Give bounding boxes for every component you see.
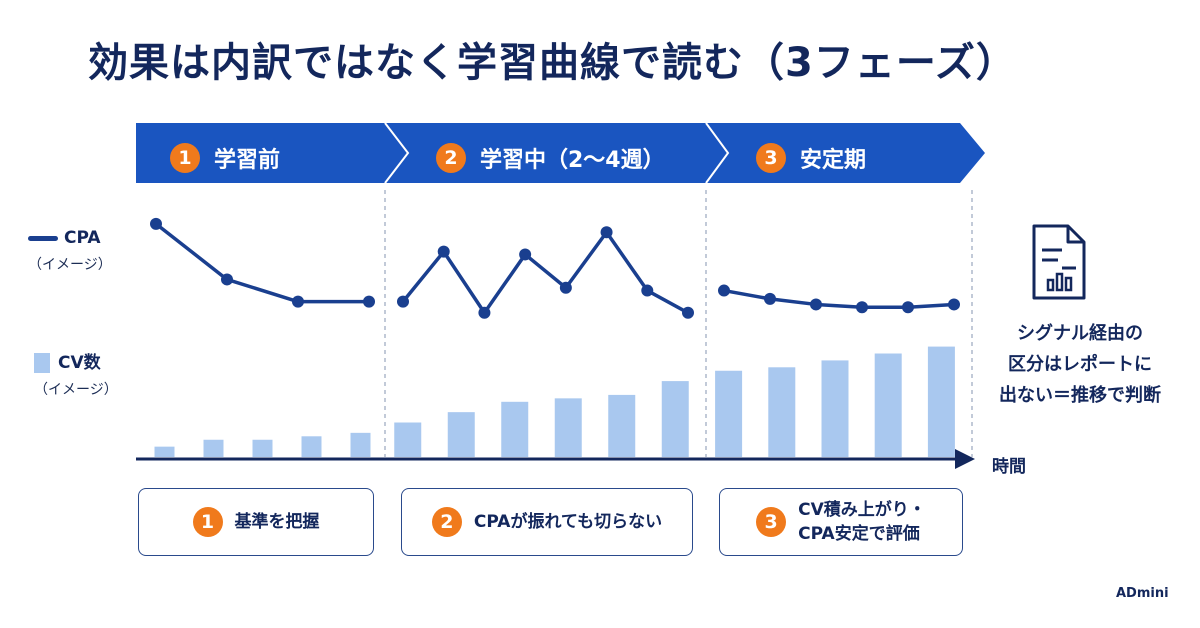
cv-bar: [821, 360, 849, 457]
phase-2-label: 学習中（2〜4週）: [480, 148, 665, 173]
cv-bar: [715, 370, 743, 457]
cv-bar: [203, 439, 224, 457]
x-axis-arrowhead: [955, 449, 975, 469]
legend-cpa-sub: （イメージ）: [28, 257, 112, 273]
phase-3-label: 安定期: [800, 148, 867, 173]
cv-bar: [874, 353, 902, 457]
legend-cpa: CPA （イメージ）: [28, 228, 112, 274]
cpa-points: [150, 217, 960, 319]
card-2-text: CPAが振れても切らない: [473, 512, 663, 532]
cv-bar: [661, 381, 689, 457]
cpa-point: [718, 284, 730, 297]
phase-divider-1: [384, 122, 410, 184]
cpa-point: [641, 284, 654, 297]
cpa-point: [902, 301, 914, 314]
phase-1-number-badge: 1: [170, 143, 200, 173]
note-line: シグナル経由の: [1017, 323, 1143, 344]
cv-bar: [252, 439, 273, 457]
phase-2-card: 2 CPAが振れても切らない: [401, 488, 693, 556]
legend-cv: CV数 （イメージ）: [34, 348, 118, 399]
cpa-point: [600, 226, 613, 239]
card-2-number-badge: 2: [431, 507, 462, 537]
cv-bar: [501, 401, 529, 457]
cpa-lines: [154, 222, 955, 315]
cpa-point: [856, 301, 868, 314]
cv-bar: [154, 446, 175, 457]
phase-arrow-2: [385, 123, 728, 183]
cpa-point: [682, 306, 694, 319]
cpa-point: [478, 306, 491, 319]
legend-cv-sub: （イメージ）: [34, 382, 118, 398]
phase-3-header: 3 安定期: [756, 138, 866, 178]
cpa-point: [764, 292, 776, 305]
cpa-point: [363, 295, 375, 308]
card-3-text-line-1: CV積み上がり・: [798, 500, 926, 520]
cv-bar: [608, 394, 636, 457]
cv-bar: [394, 422, 422, 457]
cv-bars: [154, 346, 955, 457]
cpa-point: [559, 281, 572, 294]
cv-bar: [927, 346, 955, 457]
cv-bar: [447, 412, 475, 457]
cv-bar: [350, 432, 371, 457]
cpa-point: [397, 295, 409, 308]
phase-1-label: 学習前: [214, 148, 281, 173]
cpa-point: [948, 298, 960, 311]
note-line: 出ない＝推移で判断: [999, 385, 1161, 406]
cpa-point: [292, 295, 304, 308]
legend-cpa-label: CPA: [64, 228, 101, 248]
phase-arrow-1: [136, 123, 408, 183]
phase-divider-2: [705, 122, 730, 184]
cpa-point: [150, 217, 162, 230]
x-axis-label: 時間: [992, 457, 1026, 477]
card-1-number-badge: 1: [192, 507, 223, 537]
phase-2-header: 2 学習中（2〜4週）: [436, 138, 665, 178]
cv-bar: [301, 436, 322, 457]
cpa-line-phase-2: [401, 230, 689, 315]
signal-note: シグナル経由の 区分はレポートに 出ない＝推移で判断: [970, 318, 1190, 411]
card-3-text-line-2: CPA安定で評価: [798, 524, 920, 544]
card-1-text: 基準を把握: [234, 512, 320, 532]
page-title: 効果は内訳ではなく学習曲線で読む（3フェーズ）: [88, 40, 1017, 86]
cpa-point: [519, 248, 532, 261]
legend-cv-bar-icon: [34, 353, 50, 373]
cpa-point: [810, 298, 822, 311]
phase-3-card: 3 CV積み上がり・ CPA安定で評価: [719, 488, 963, 556]
cv-bar: [768, 367, 796, 457]
report-document-icon: [1032, 224, 1086, 300]
legend-cpa-line-icon: [28, 235, 58, 241]
cpa-line-phase-3: [723, 288, 955, 309]
phase-1-header: 1 学習前: [170, 138, 280, 178]
card-3-number-badge: 3: [756, 507, 787, 537]
note-line: 区分はレポートに: [1008, 354, 1152, 375]
legend-cv-label: CV数: [58, 353, 101, 373]
cpa-point: [437, 245, 450, 258]
phase-2-number-badge: 2: [436, 143, 466, 173]
phase-1-card: 1 基準を把握: [138, 488, 374, 556]
cv-bar: [554, 398, 582, 457]
cpa-line-phase-1: [154, 222, 369, 304]
cpa-point: [221, 273, 233, 286]
brand-logo-text: ADmini: [1116, 586, 1169, 601]
phase-3-number-badge: 3: [756, 143, 786, 173]
